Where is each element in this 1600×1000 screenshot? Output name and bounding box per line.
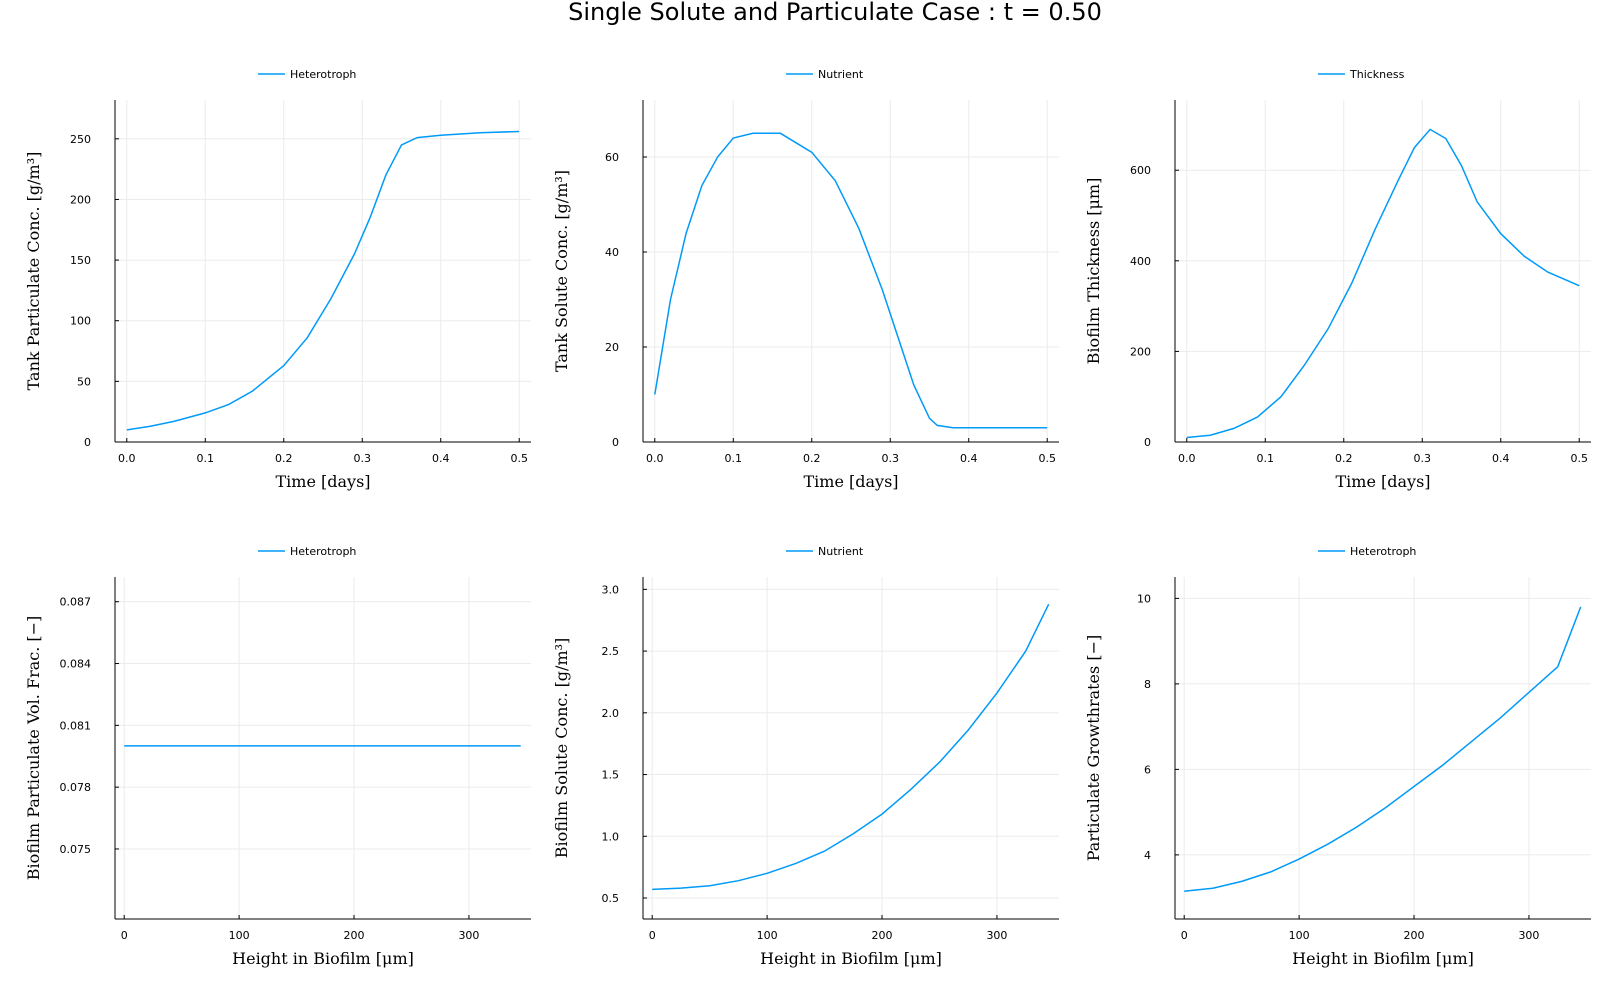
x-tick-label: 0.4 (432, 452, 450, 465)
legend-label: Heterotroph (1350, 545, 1416, 558)
subplot-1: 0.0 0.1 0.2 0.3 0.4 0.5 0 50 100 150 200 250 Time [d… (24, 68, 531, 491)
x-tick-label: 200 (1404, 929, 1425, 942)
subplot-3: 0.0 0.1 0.2 0.3 0.4 0.5 0 200 400 600 Time [days] B… (1084, 68, 1591, 491)
y-tick-label: 250 (70, 133, 91, 146)
x-tick-label: 0 (649, 929, 656, 942)
series-line (1184, 606, 1582, 892)
subplot-2: 0.0 0.1 0.2 0.3 0.4 0.5 0 20 40 60 Time [days] Tank… (552, 68, 1059, 491)
x-axis-label: Time [days] (1335, 472, 1430, 491)
x-tick-label: 0.3 (881, 452, 899, 465)
x-tick-label: 0.1 (725, 452, 743, 465)
y-tick-label: 0.5 (602, 892, 620, 905)
x-tick-label: 100 (229, 929, 250, 942)
x-tick-label: 0.5 (510, 452, 528, 465)
x-tick-label: 0.0 (646, 452, 664, 465)
figure-title: Single Solute and Particulate Case : t =… (568, 0, 1102, 26)
x-tick-label: 0 (1181, 929, 1188, 942)
x-tick-label: 100 (1289, 929, 1310, 942)
y-tick-label: 600 (1130, 164, 1151, 177)
y-axis-label: Biofilm Thickness [μm] (1084, 178, 1103, 365)
y-tick-label: 40 (605, 246, 619, 259)
y-axis-label: Tank Solute Conc. [g/m³] (552, 170, 571, 372)
x-tick-label: 200 (344, 929, 365, 942)
y-tick-label: 0.087 (60, 596, 92, 609)
legend-label: Heterotroph (290, 545, 356, 558)
x-tick-label: 0.2 (1335, 452, 1353, 465)
y-tick-label: 50 (77, 375, 91, 388)
x-tick-label: 0.3 (1413, 452, 1431, 465)
y-axis-label: Biofilm Solute Conc. [g/m³] (552, 638, 571, 859)
y-tick-label: 0 (84, 436, 91, 449)
y-tick-label: 0.081 (60, 719, 92, 732)
x-tick-label: 0.2 (803, 452, 821, 465)
y-tick-label: 3.0 (602, 583, 620, 596)
y-tick-label: 2.0 (602, 707, 620, 720)
subplot-6: 0 100 200 300 4 6 8 10 Height in Biofilm [μm] Par… (1084, 545, 1591, 968)
x-tick-label: 300 (458, 929, 479, 942)
y-tick-label: 2.5 (602, 645, 620, 658)
x-axis-label: Time [days] (275, 472, 370, 491)
x-tick-label: 0.4 (960, 452, 978, 465)
x-tick-label: 0 (121, 929, 128, 942)
series-line (126, 130, 520, 431)
series-line (654, 132, 1048, 429)
y-tick-label: 400 (1130, 255, 1151, 268)
y-tick-label: 0.078 (60, 781, 92, 794)
y-tick-label: 100 (70, 315, 91, 328)
x-tick-label: 0.1 (197, 452, 215, 465)
x-tick-label: 0.2 (275, 452, 293, 465)
y-tick-label: 200 (70, 193, 91, 206)
y-tick-label: 0.084 (60, 658, 92, 671)
y-tick-label: 4 (1144, 849, 1151, 862)
x-axis-label: Height in Biofilm [μm] (232, 949, 414, 968)
x-tick-label: 0.1 (1257, 452, 1275, 465)
y-tick-label: 8 (1144, 678, 1151, 691)
x-tick-label: 0.5 (1038, 452, 1056, 465)
y-axis-label: Tank Particulate Conc. [g/m³] (24, 152, 43, 391)
x-tick-label: 300 (1518, 929, 1539, 942)
y-tick-label: 200 (1130, 345, 1151, 358)
y-tick-label: 20 (605, 341, 619, 354)
y-axis-label: Biofilm Particulate Vol. Frac. [−] (24, 616, 43, 881)
y-axis-label: Particulate Growthrates [−] (1084, 635, 1103, 861)
legend-label: Heterotroph (290, 68, 356, 81)
y-tick-label: 150 (70, 254, 91, 267)
subplot-5: 0 100 200 300 0.5 1.0 1.5 2.0 2.5 3.0 Height in Bi… (552, 545, 1059, 968)
x-tick-label: 100 (757, 929, 778, 942)
series-line (652, 603, 1050, 891)
x-tick-label: 0.0 (1178, 452, 1196, 465)
x-tick-label: 200 (872, 929, 893, 942)
x-tick-label: 300 (986, 929, 1007, 942)
x-tick-label: 0.3 (353, 452, 371, 465)
y-tick-label: 6 (1144, 763, 1151, 776)
x-tick-label: 0.4 (1492, 452, 1510, 465)
y-tick-label: 60 (605, 151, 619, 164)
y-tick-label: 10 (1137, 592, 1151, 605)
y-tick-label: 1.0 (602, 830, 620, 843)
y-tick-label: 1.5 (602, 769, 620, 782)
x-tick-label: 0.5 (1570, 452, 1588, 465)
y-tick-label: 0 (612, 436, 619, 449)
x-axis-label: Height in Biofilm [μm] (1292, 949, 1474, 968)
subplot-4: 0 100 200 300 0.075 0.078 0.081 0.084 0.087 Heigh… (24, 545, 531, 968)
x-axis-label: Time [days] (803, 472, 898, 491)
legend-label: Nutrient (818, 545, 864, 558)
legend-label: Nutrient (818, 68, 864, 81)
series-line (1186, 128, 1580, 439)
legend-label: Thickness (1349, 68, 1405, 81)
x-tick-label: 0.0 (118, 452, 136, 465)
x-axis-label: Height in Biofilm [μm] (760, 949, 942, 968)
y-tick-label: 0 (1144, 436, 1151, 449)
y-tick-label: 0.075 (60, 843, 92, 856)
